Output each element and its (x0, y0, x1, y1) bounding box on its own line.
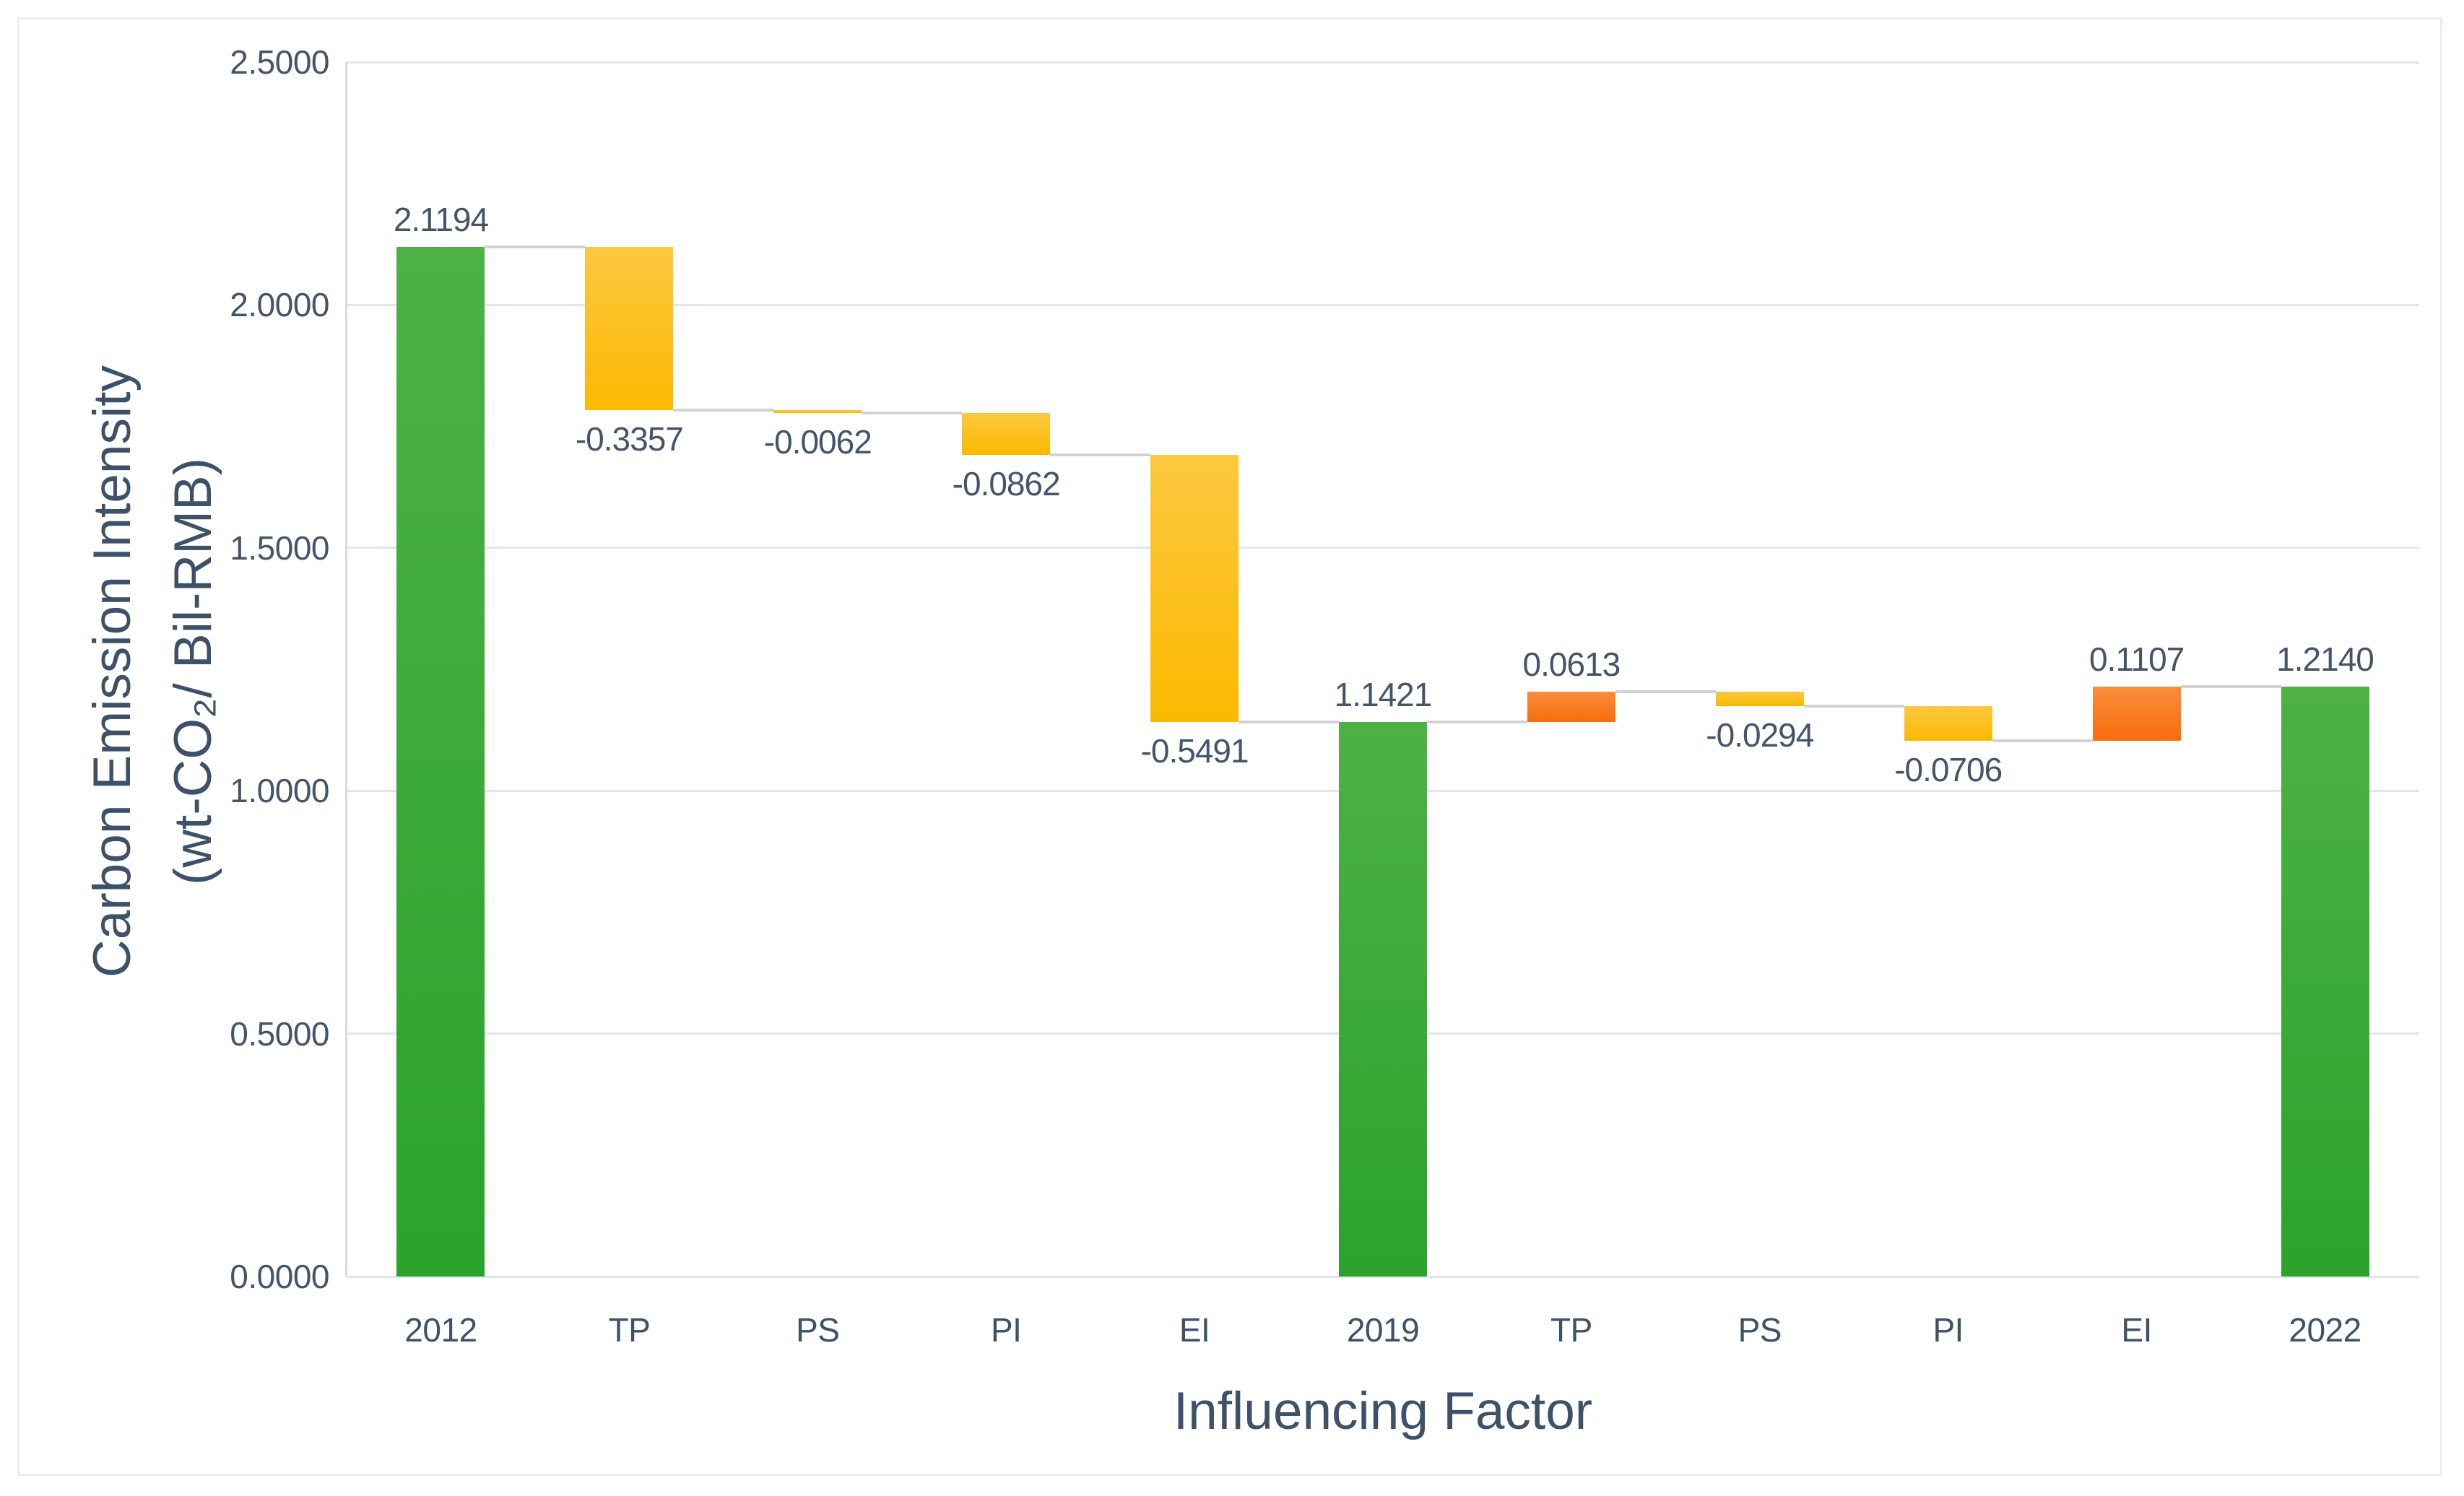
waterfall-connector-3 (1050, 453, 1151, 457)
bar-PS-2 (773, 409, 862, 414)
bar-EI-4 (1150, 455, 1239, 722)
x-category-label-2019: 2019 (1346, 1311, 1420, 1349)
x-category-label-PI: PI (990, 1311, 1022, 1349)
waterfall-connector-4 (1238, 720, 1339, 723)
x-category-label-TP: TP (1550, 1311, 1592, 1349)
x-category-label-PS: PS (1738, 1311, 1782, 1349)
gridline-2.0000 (347, 303, 2419, 306)
data-label-PI-3: -0.0862 (952, 465, 1061, 503)
x-category-label-2022: 2022 (2289, 1311, 2361, 1349)
data-label-PS-7: -0.0294 (1706, 716, 1814, 754)
data-label-PI-8: -0.0706 (1894, 750, 2003, 788)
y-tick-label: 0.0000 (230, 1258, 329, 1295)
y-axis-line (345, 62, 347, 1277)
bar-PI-8 (1904, 706, 1992, 741)
waterfall-connector-0 (485, 245, 586, 249)
data-label-TP-6: 0.0613 (1522, 645, 1621, 684)
waterfall-connector-7 (1803, 705, 1904, 708)
waterfall-connector-2 (862, 412, 963, 415)
data-label-TP-1: -0.3357 (575, 419, 684, 458)
waterfall-connector-6 (1615, 690, 1716, 694)
x-category-label-EI: EI (2121, 1311, 2152, 1349)
data-label-2012-0: 2.1194 (393, 201, 489, 239)
y-axis-tick-labels: 0.0000 0.5000 1.0000 1.5000 2.0000 2.5000 (0, 0, 329, 1496)
waterfall-connector-9 (2180, 685, 2281, 689)
bar-TP-1 (585, 247, 674, 410)
y-tick-label: 1.0000 (230, 772, 329, 810)
y-tick-label: 1.5000 (230, 529, 329, 567)
data-label-2019-5: 1.1421 (1334, 675, 1433, 713)
plot-area: 2.1194 -0.3357 -0.0062 -0.0862 -0.5491 1.1421… (345, 61, 2419, 1278)
data-label-PS-2: -0.0062 (763, 423, 872, 461)
data-label-EI-9: 0.1107 (2088, 640, 2185, 679)
waterfall-connector-5 (1427, 720, 1527, 723)
bar-2019-5 (1339, 721, 1427, 1277)
bar-2012-0 (396, 247, 485, 1277)
x-category-label-PI: PI (1932, 1311, 1964, 1349)
x-category-label-PS: PS (796, 1311, 840, 1349)
y-tick-label: 0.5000 (230, 1014, 329, 1053)
gridline-1.5000 (347, 547, 2419, 549)
y-tick-label: 2.0000 (230, 286, 329, 324)
y-tick-label: 2.5000 (230, 43, 329, 81)
bar-PI-3 (962, 413, 1051, 456)
bar-TP-6 (1527, 692, 1615, 722)
gridline-0.0000 (347, 1275, 2419, 1278)
bar-EI-9 (2092, 687, 2181, 741)
x-axis-title: Influencing Factor (1173, 1382, 1593, 1440)
bar-PS-7 (1715, 692, 1804, 707)
data-label-2022-10: 1.2140 (2276, 640, 2374, 679)
x-category-label-2012: 2012 (404, 1311, 477, 1349)
x-category-label-EI: EI (1179, 1311, 1210, 1349)
data-label-EI-4: -0.5491 (1140, 731, 1249, 770)
waterfall-connector-1 (673, 408, 774, 412)
gridline-2.5000 (347, 61, 2419, 64)
x-category-label-TP: TP (608, 1311, 651, 1349)
bar-2022-10 (2281, 687, 2369, 1277)
waterfall-connector-8 (1992, 739, 2093, 742)
x-axis-labels: 2012 TP PS PI EI 2019 TP PS PI EI 2022 (0, 1308, 2464, 1359)
